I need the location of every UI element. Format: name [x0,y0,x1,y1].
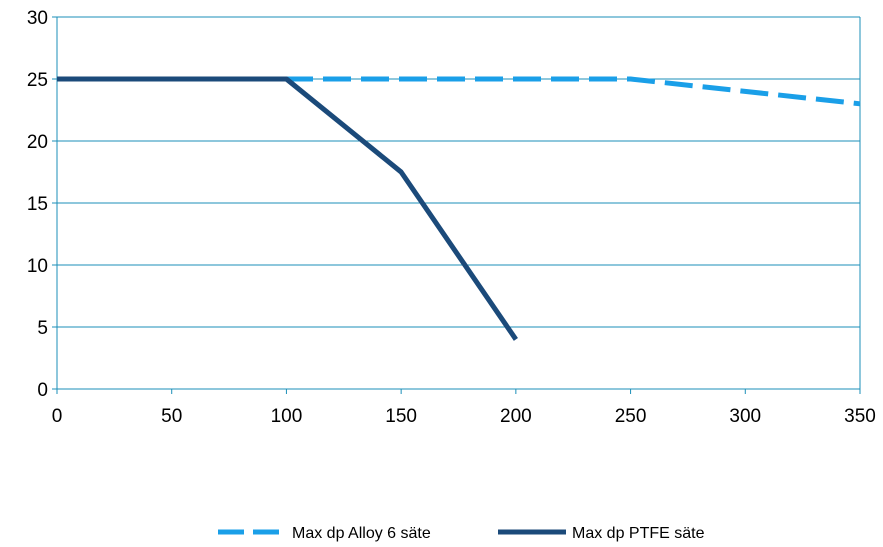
x-tick-label-200: 200 [500,406,532,427]
y-tick-label-25: 25 [27,70,48,91]
x-tick-label-50: 50 [161,406,182,427]
x-tick-label-350: 350 [844,406,876,427]
y-tick-label-5: 5 [37,318,48,339]
legend-item-alloy: Max dp Alloy 6 säte [218,525,431,542]
y-axis-ticks: 0 5 10 15 20 25 30 [27,8,57,401]
legend-item-ptfe: Max dp PTFE säte [498,525,705,542]
legend-label-alloy: Max dp Alloy 6 säte [292,525,431,542]
x-axis-ticks: 0 50 100 150 200 250 300 350 [52,389,876,427]
series-lines [57,76,861,341]
x-tick-label-150: 150 [385,406,417,427]
y-tick-label-20: 20 [27,132,48,153]
series-line-alloy [57,76,861,107]
series-line-ptfe [57,76,518,341]
y-tick-label-30: 30 [27,8,48,29]
legend-label-ptfe: Max dp PTFE säte [572,525,705,542]
legend: Max dp Alloy 6 säte Max dp PTFE säte [218,525,705,542]
y-tick-label-0: 0 [37,380,48,401]
x-tick-label-250: 250 [615,406,647,427]
x-tick-label-300: 300 [729,406,761,427]
x-tick-label-0: 0 [52,406,63,427]
y-tick-label-10: 10 [27,256,48,277]
x-tick-label-100: 100 [271,406,303,427]
gridlines [57,16,860,328]
y-tick-label-15: 15 [27,194,48,215]
